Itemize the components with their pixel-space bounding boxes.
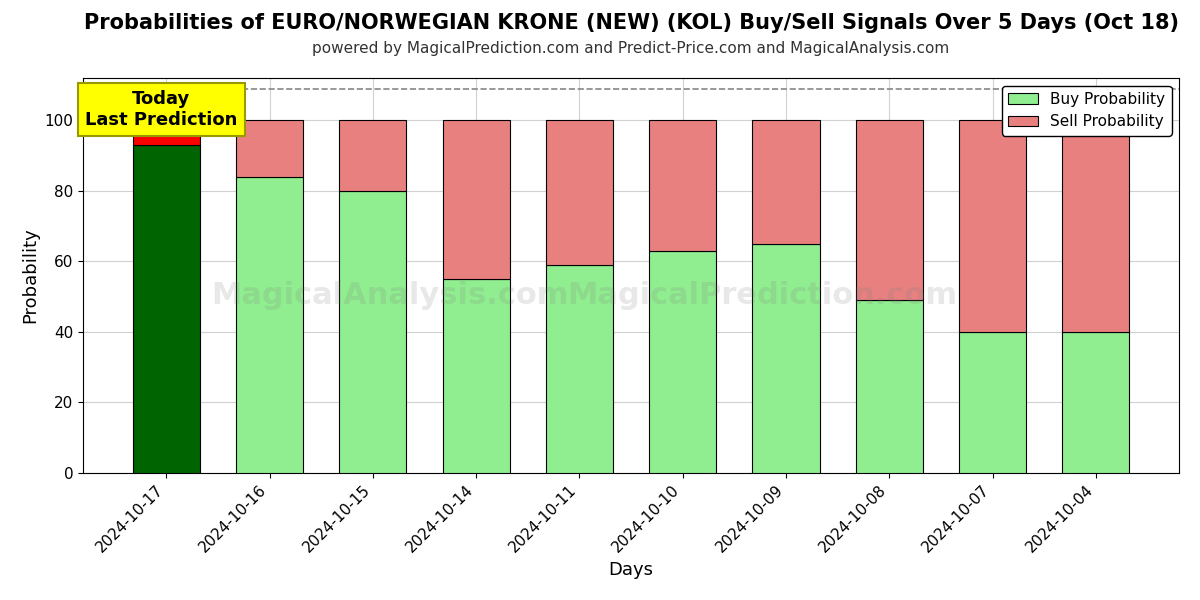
Text: powered by MagicalPrediction.com and Predict-Price.com and MagicalAnalysis.com: powered by MagicalPrediction.com and Pre… — [312, 41, 949, 56]
Bar — [959, 332, 1026, 473]
Bar — [752, 121, 820, 244]
X-axis label: Days: Days — [608, 561, 654, 579]
Bar — [546, 265, 613, 473]
Bar — [340, 191, 407, 473]
Bar — [133, 121, 200, 145]
Bar — [856, 300, 923, 473]
Bar — [649, 251, 716, 473]
Bar — [1062, 332, 1129, 473]
Text: Today
Last Prediction: Today Last Prediction — [85, 91, 238, 129]
Bar — [752, 244, 820, 473]
Bar — [236, 177, 304, 473]
Text: MagicalPrediction.com: MagicalPrediction.com — [568, 281, 958, 310]
Bar — [236, 121, 304, 177]
Bar — [649, 121, 716, 251]
Y-axis label: Probability: Probability — [20, 227, 38, 323]
Legend: Buy Probability, Sell Probability: Buy Probability, Sell Probability — [1002, 86, 1171, 136]
Bar — [856, 121, 923, 300]
Title: Probabilities of EURO/NORWEGIAN KRONE (NEW) (KOL) Buy/Sell Signals Over 5 Days (: Probabilities of EURO/NORWEGIAN KRONE (N… — [84, 13, 1178, 34]
Bar — [959, 121, 1026, 332]
Bar — [546, 121, 613, 265]
Bar — [443, 121, 510, 279]
Text: MagicalAnalysis.com: MagicalAnalysis.com — [211, 281, 569, 310]
Bar — [340, 121, 407, 191]
Bar — [1062, 121, 1129, 332]
Bar — [443, 279, 510, 473]
Bar — [133, 145, 200, 473]
